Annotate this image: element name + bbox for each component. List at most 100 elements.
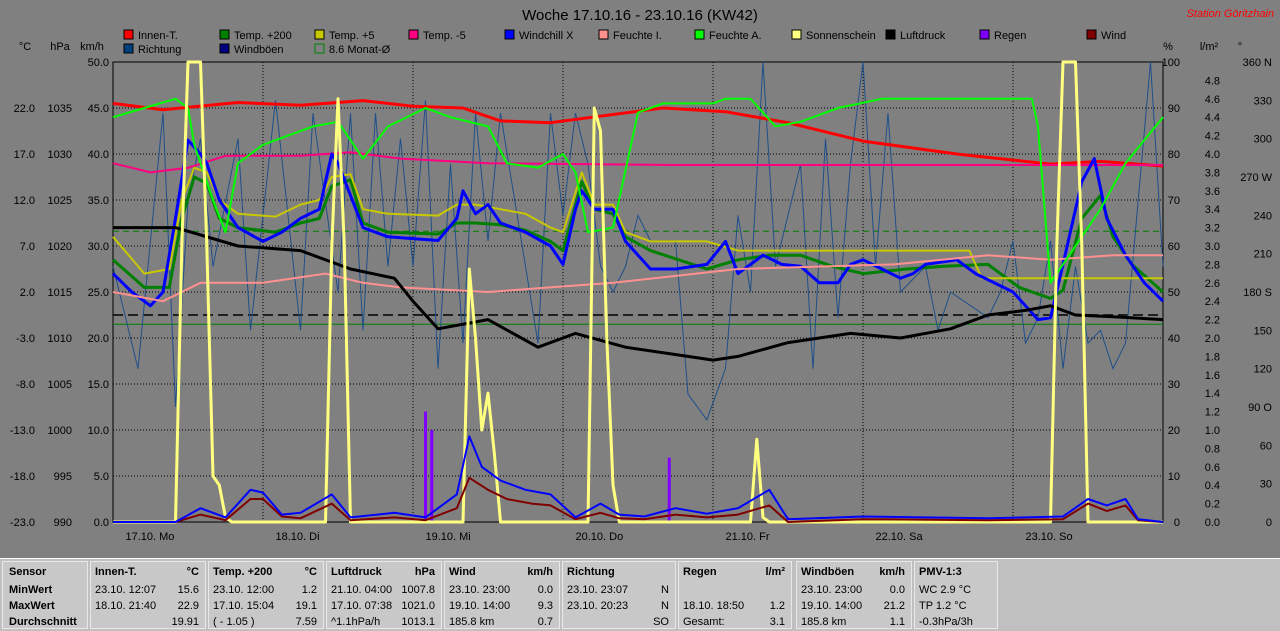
cell-date: Gesamt: (683, 616, 725, 628)
direction-tick-label: 120 (1254, 364, 1272, 376)
column-header: Windböen (801, 566, 855, 578)
column-header: Luftdruck (331, 566, 382, 578)
pressure-tick-label: 1010 (48, 333, 72, 345)
wind-unit: km/h (80, 41, 104, 53)
column-unit: km/h (527, 566, 553, 578)
pressure-tick-label: 995 (54, 471, 72, 483)
direction-tick-label: 300 (1254, 134, 1272, 146)
statistics-table: Sensor MinWert MaxWert Durchschnitt Inne… (0, 558, 1280, 631)
wind-tick-label: 10.0 (88, 425, 109, 437)
chart-title: Woche 17.10.16 - 23.10.16 (KW42) (522, 7, 758, 24)
legend-swatch (885, 29, 896, 40)
legend-label: Richtung (138, 44, 181, 56)
temp-tick-label: -23.0 (10, 517, 35, 529)
wind-tick-label: 40.0 (88, 149, 109, 161)
column-unit: l/m² (765, 566, 785, 578)
cell-date: 23.10. 23:00 (801, 584, 863, 596)
row-header-column: Sensor MinWert MaxWert Durchschnitt (2, 561, 88, 629)
day-label: 22.10. Sa (876, 531, 924, 543)
series-wind (113, 476, 1164, 523)
humidity-tick-label: 50 (1168, 287, 1180, 299)
rain-tick-label: 0.6 (1205, 462, 1220, 474)
column-header: Regen (683, 566, 717, 578)
row-label-max: MaxWert (9, 600, 55, 612)
legend-swatch (314, 43, 325, 54)
temp-tick-label: 17.0 (14, 149, 35, 161)
cell-date: 23.10. 23:00 (449, 584, 511, 596)
cell-date: 185.8 km (801, 616, 847, 628)
stats-column: Temp. +200 °C 23.10. 12:00 1.2 17.10. 15:04 1… (208, 561, 324, 629)
pressure-tick-label: 1015 (48, 287, 72, 299)
wind-tick-label: 20.0 (88, 333, 109, 345)
stats-column: PMV-1:3 WC 2.9 °C TP 1.2 °C -0.3hPa/3h (914, 561, 998, 629)
row-label-sensor: Sensor (9, 566, 47, 578)
legend-label: Sonnenschein (806, 30, 876, 42)
legend-swatch (791, 29, 802, 40)
wind-tick-label: 15.0 (88, 379, 109, 391)
temp-tick-label: -3.0 (16, 333, 35, 345)
temp-tick-label: 2.0 (20, 287, 35, 299)
day-label: 23.10. So (1026, 531, 1073, 543)
day-label: 19.10. Mi (426, 531, 471, 543)
legend-swatch (979, 29, 990, 40)
pressure-unit: hPa (50, 41, 70, 53)
legend-label: Feuchte I. (613, 30, 662, 42)
weekly-weather-chart: Woche 17.10.16 - 23.10.16 (KW42) Station… (10, 7, 1274, 543)
direction-tick-label: 180 S (1243, 287, 1272, 299)
rain-tick-label: 4.4 (1205, 112, 1220, 124)
rain-bar (424, 411, 427, 522)
pressure-tick-label: 1025 (48, 195, 72, 207)
humidity-tick-label: 100 (1162, 57, 1180, 69)
cell-value: 1.2 (769, 600, 785, 612)
cell-value: 0.0 (537, 584, 553, 596)
cell-date: 23.10. 12:07 (95, 584, 157, 596)
rain-tick-label: 3.4 (1205, 204, 1220, 216)
series-boeen (113, 435, 1164, 523)
rain-unit: l/m² (1200, 41, 1219, 53)
cell-value: 15.6 (177, 584, 199, 596)
rain-tick-label: 1.2 (1205, 407, 1220, 419)
cell-value: 3.1 (769, 616, 785, 628)
row-label-avg: Durchschnitt (9, 616, 77, 628)
pressure-tick-label: 990 (54, 517, 72, 529)
rain-tick-label: 4.6 (1205, 94, 1220, 106)
legend-swatch (219, 43, 230, 54)
cell-date: 17.10. 07:38 (331, 600, 393, 612)
legend-swatch (123, 43, 134, 54)
rain-tick-label: 3.6 (1205, 186, 1220, 198)
direction-tick-label: 360 N (1243, 57, 1272, 69)
legend-label: Temp. +5 (329, 30, 375, 42)
cell-value: SO (653, 616, 669, 628)
day-label: 17.10. Mo (126, 531, 175, 543)
pressure-tick-label: 1005 (48, 379, 72, 391)
stats-column: Windböen km/h 23.10. 23:00 0.0 19.10. 14:00 2… (796, 561, 912, 629)
cell-date: 21.10. 04:00 (331, 584, 393, 596)
wind-tick-label: 0.0 (94, 517, 109, 529)
humidity-tick-label: 30 (1168, 379, 1180, 391)
plot-series (111, 60, 1165, 524)
temp-tick-label: -13.0 (10, 425, 35, 437)
legend-label: Temp. -5 (423, 30, 466, 42)
rain-tick-label: 2.8 (1205, 259, 1220, 271)
cell-date: 23.10. 12:00 (213, 584, 275, 596)
cell-value: 21.2 (883, 600, 905, 612)
cell-date: 17.10. 15:04 (213, 600, 275, 612)
cell-value: 19.1 (295, 600, 317, 612)
series-luftdruck (113, 226, 1164, 362)
legend-label: Regen (994, 30, 1026, 42)
stats-column: Richtung 23.10. 23:07 N 23.10. 20:23 N SO (562, 561, 676, 629)
legend-swatch (123, 29, 134, 40)
stats-column: Luftdruck hPa 21.10. 04:00 1007.8 17.10. 07:… (326, 561, 442, 629)
cell-date: 18.10. 21:40 (95, 600, 157, 612)
rain-tick-label: 1.0 (1205, 425, 1220, 437)
direction-unit: ° (1238, 41, 1242, 53)
station-name: Station Göritzhain (1187, 8, 1274, 20)
cell-date: 19.10. 14:00 (801, 600, 863, 612)
axis-ticks: 22.0 17.0 12.0 7.0 2.0 -3.0 -8.0 -13.0 -18.0 -23.… (10, 57, 1273, 543)
column-unit: °C (304, 566, 317, 578)
direction-tick-label: 210 (1254, 249, 1272, 261)
humidity-tick-label: 70 (1168, 195, 1180, 207)
pressure-tick-label: 1000 (48, 425, 72, 437)
cell-value: 0.7 (537, 616, 553, 628)
